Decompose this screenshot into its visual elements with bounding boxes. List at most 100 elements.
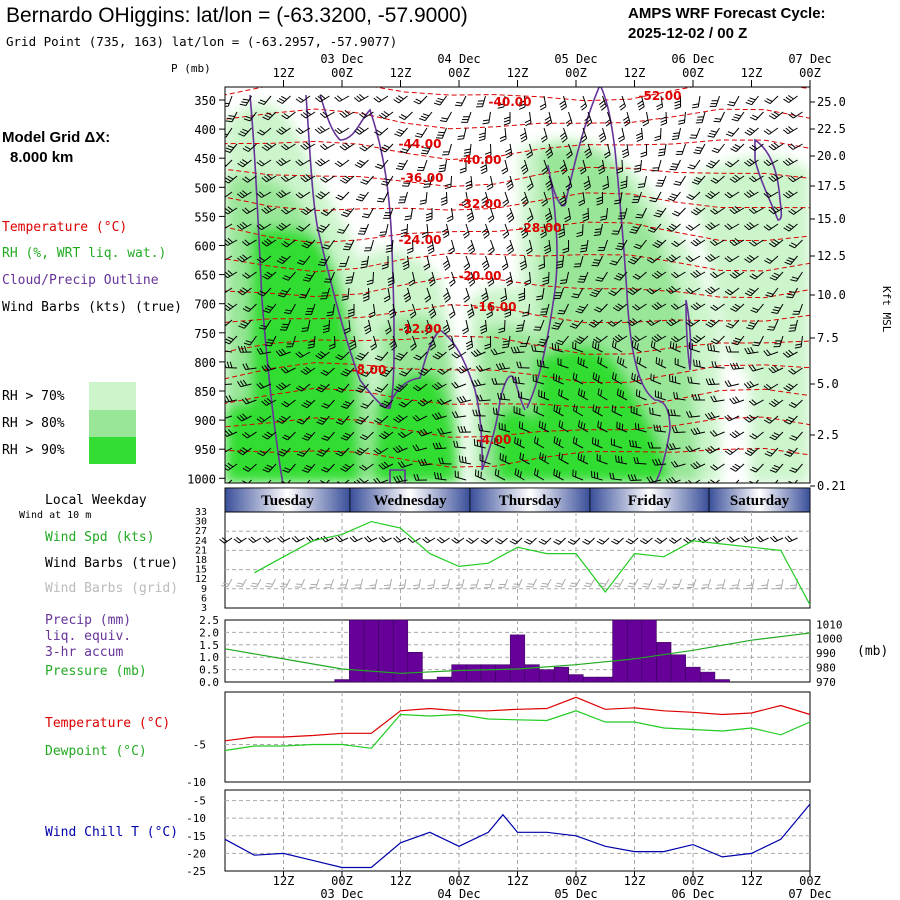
wind-barb	[596, 191, 604, 206]
wind-barb	[502, 191, 510, 207]
wind-barb	[494, 468, 506, 481]
wind-barb	[576, 223, 584, 238]
wind-barb	[607, 319, 623, 327]
wind-barb	[316, 223, 330, 233]
wind-barb	[788, 367, 803, 375]
temp-dewpoint-series	[224, 696, 811, 752]
wind-barb	[768, 111, 784, 120]
model-grid-label: Model Grid ΔX:	[2, 129, 110, 146]
wind-barb	[518, 95, 526, 110]
wind-barb	[782, 157, 798, 166]
wind-barb	[788, 319, 798, 332]
wind-barb	[225, 429, 238, 437]
wind-barb	[552, 373, 564, 385]
wind-barb	[596, 453, 608, 465]
wind-barb	[256, 255, 272, 264]
wind-barb	[551, 319, 564, 330]
wind-barb	[773, 335, 784, 348]
wind-barb	[364, 239, 374, 252]
isotherm-label: -12.00	[399, 322, 442, 336]
wind-barb	[711, 361, 725, 369]
wind-barb	[782, 190, 798, 199]
wind-barb	[320, 175, 335, 183]
wind-barb	[368, 303, 376, 319]
wind-barb	[749, 111, 764, 121]
wind-barb	[763, 223, 779, 231]
wind-barb	[598, 127, 607, 143]
wind-barb	[291, 535, 305, 543]
top-hour-tick: 00Z	[799, 66, 821, 80]
wind-barb	[652, 239, 667, 249]
wind-barb	[538, 537, 552, 545]
wind-barb	[239, 95, 252, 106]
wind-barb	[225, 223, 233, 229]
wind-barb	[646, 319, 662, 326]
wind-barb	[597, 420, 608, 433]
wind-barb	[671, 239, 686, 248]
wind-barb	[635, 422, 647, 433]
wind-barb	[360, 255, 369, 269]
top-date-tick: 07 Dec	[788, 52, 831, 66]
pressure-tick: 600	[194, 240, 216, 254]
wind-barb	[237, 447, 252, 456]
wind-barb	[463, 287, 470, 303]
isotherm-label: -40.00	[489, 95, 532, 109]
precip-label-3: 3-hr accum	[45, 645, 123, 660]
wind-barb	[667, 191, 681, 202]
wind-barb	[533, 468, 545, 481]
wind-barb	[748, 207, 764, 214]
wind-barb	[573, 255, 584, 268]
wind-barb	[553, 436, 564, 449]
wind-barb	[792, 303, 803, 315]
wind-barb	[267, 479, 272, 483]
wind-barbs-field	[225, 94, 803, 483]
wind-barb	[774, 479, 779, 483]
wind-barb	[494, 437, 506, 449]
wind-barb	[526, 175, 534, 191]
wind-chill-tick: -10	[186, 812, 206, 825]
wind-barb	[572, 341, 584, 353]
wind-barb	[505, 143, 513, 159]
wind-barb	[480, 537, 494, 545]
wind-barb	[670, 303, 686, 310]
wind-barb	[704, 411, 720, 420]
wind-barb	[637, 175, 647, 188]
wind-barb	[577, 271, 589, 283]
wind-barb	[241, 207, 257, 215]
precip-label-2: liq. equiv.	[45, 629, 131, 644]
wind-barb	[667, 409, 681, 417]
wind-barb	[611, 404, 623, 417]
wind-barb	[744, 127, 759, 136]
pressure-tick: 1000	[187, 472, 216, 486]
wind-chill-tick: -25	[186, 865, 206, 878]
wind-barb	[320, 287, 330, 300]
wind-barb	[339, 578, 349, 589]
wind-barb	[783, 383, 798, 392]
wind-barb	[669, 374, 681, 385]
wind-speed-tick: 6	[201, 593, 207, 604]
wind-barb	[402, 255, 410, 271]
wind-barb	[387, 271, 395, 286]
wind-barb	[236, 413, 252, 422]
wind-barb	[242, 463, 257, 472]
wind-barb	[362, 287, 370, 302]
wind-barb	[520, 159, 529, 175]
wind-barb	[399, 143, 413, 154]
wind-barb	[242, 363, 257, 370]
wind-barb	[301, 431, 316, 441]
wind-barb	[451, 537, 465, 544]
wind-barb	[295, 351, 311, 358]
legend-rh80-swatch	[89, 410, 136, 437]
wind-barb	[611, 223, 623, 235]
wind-barb	[355, 415, 369, 425]
wind-barb	[582, 537, 595, 545]
wind-barb	[393, 475, 408, 483]
wind-barb	[225, 175, 238, 184]
wind-barb	[593, 335, 608, 344]
wind-barb	[340, 431, 355, 441]
weekday-label: Friday	[628, 493, 672, 509]
wind-barb	[262, 536, 276, 543]
height-tick: 7.5	[817, 331, 839, 345]
wind-barb	[256, 382, 272, 389]
wind-barb	[564, 207, 571, 223]
